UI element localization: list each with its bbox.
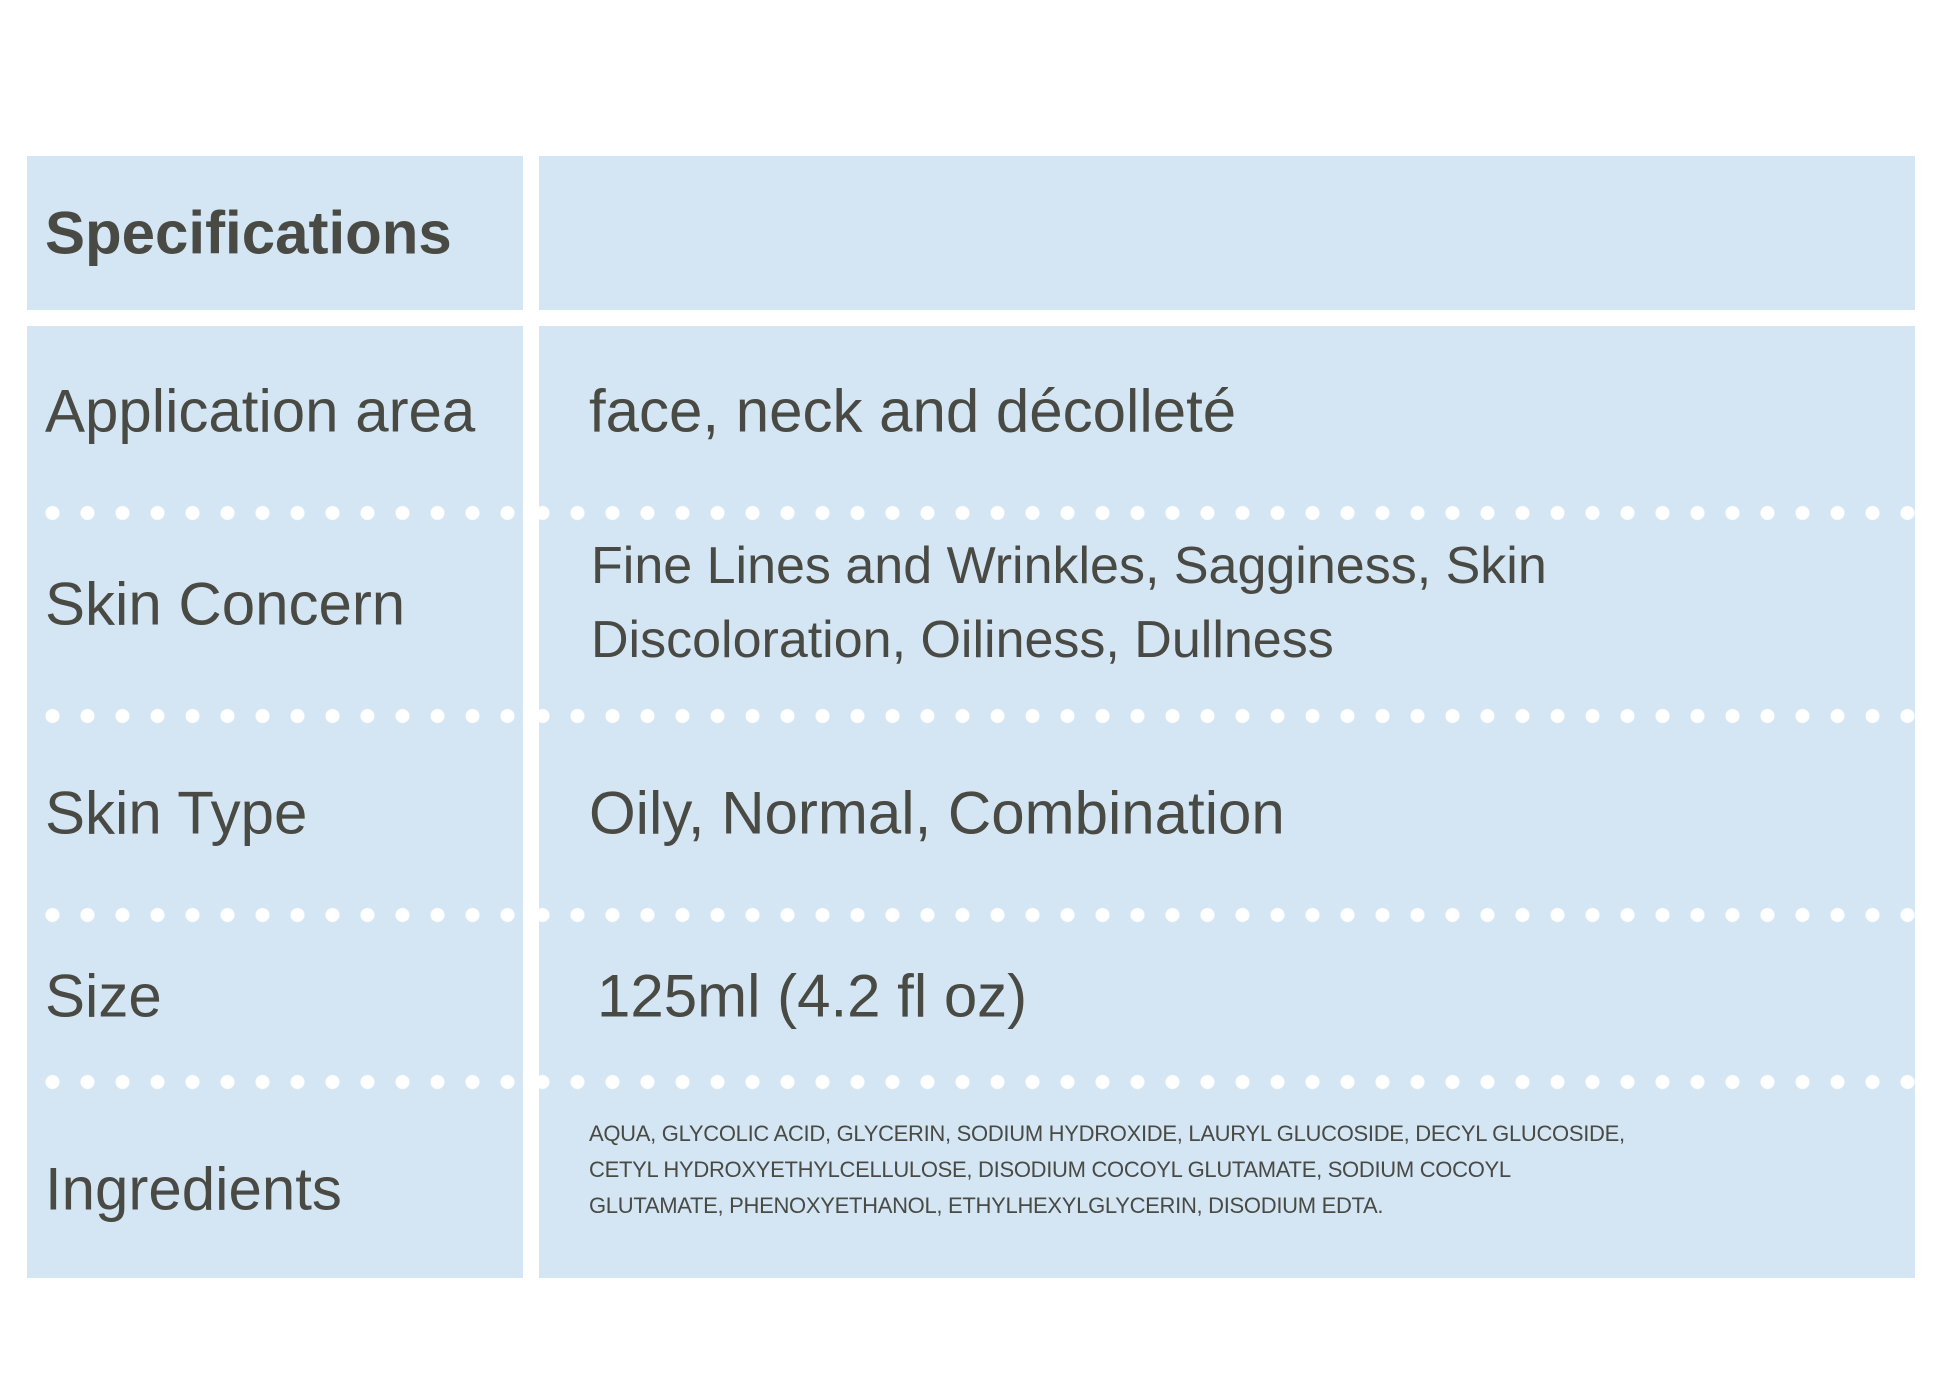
- row-value: Oily, Normal, Combination: [589, 779, 1285, 847]
- row-value-line: Fine Lines and Wrinkles, Sagginess, Skin: [591, 537, 1547, 595]
- label-column: [27, 326, 523, 1278]
- row-label: Skin Concern: [45, 570, 406, 638]
- row-divider: [27, 708, 1915, 724]
- ingredients-line: GLUTAMATE, PHENOXYETHANOL, ETHYLHEXYLGLY…: [589, 1193, 1384, 1218]
- row-value: Fine Lines and Wrinkles, Sagginess, Skin…: [591, 529, 1547, 677]
- header-value-cell: [539, 156, 1915, 310]
- row-label: Size: [45, 962, 162, 1030]
- row-value: 125ml (4.2 fl oz): [597, 962, 1028, 1030]
- row-divider: [27, 907, 1915, 923]
- ingredients-list: AQUA, GLYCOLIC ACID, GLYCERIN, SODIUM HY…: [589, 1116, 1625, 1224]
- value-column: [539, 326, 1915, 1278]
- row-label: Skin Type: [45, 779, 308, 847]
- row-value: face, neck and décolleté: [589, 377, 1237, 445]
- ingredients-line: AQUA, GLYCOLIC ACID, GLYCERIN, SODIUM HY…: [589, 1121, 1625, 1146]
- row-label: Application area: [45, 377, 476, 445]
- table-header-title: Specifications: [45, 199, 452, 267]
- row-value-line: Discoloration, Oiliness, Dullness: [591, 611, 1334, 669]
- row-label: Ingredients: [45, 1155, 342, 1223]
- ingredients-line: CETYL HYDROXYETHYLCELLULOSE, DISODIUM CO…: [589, 1157, 1511, 1182]
- row-divider: [27, 505, 1915, 521]
- header-label-cell: [27, 156, 523, 310]
- row-divider: [27, 1074, 1915, 1090]
